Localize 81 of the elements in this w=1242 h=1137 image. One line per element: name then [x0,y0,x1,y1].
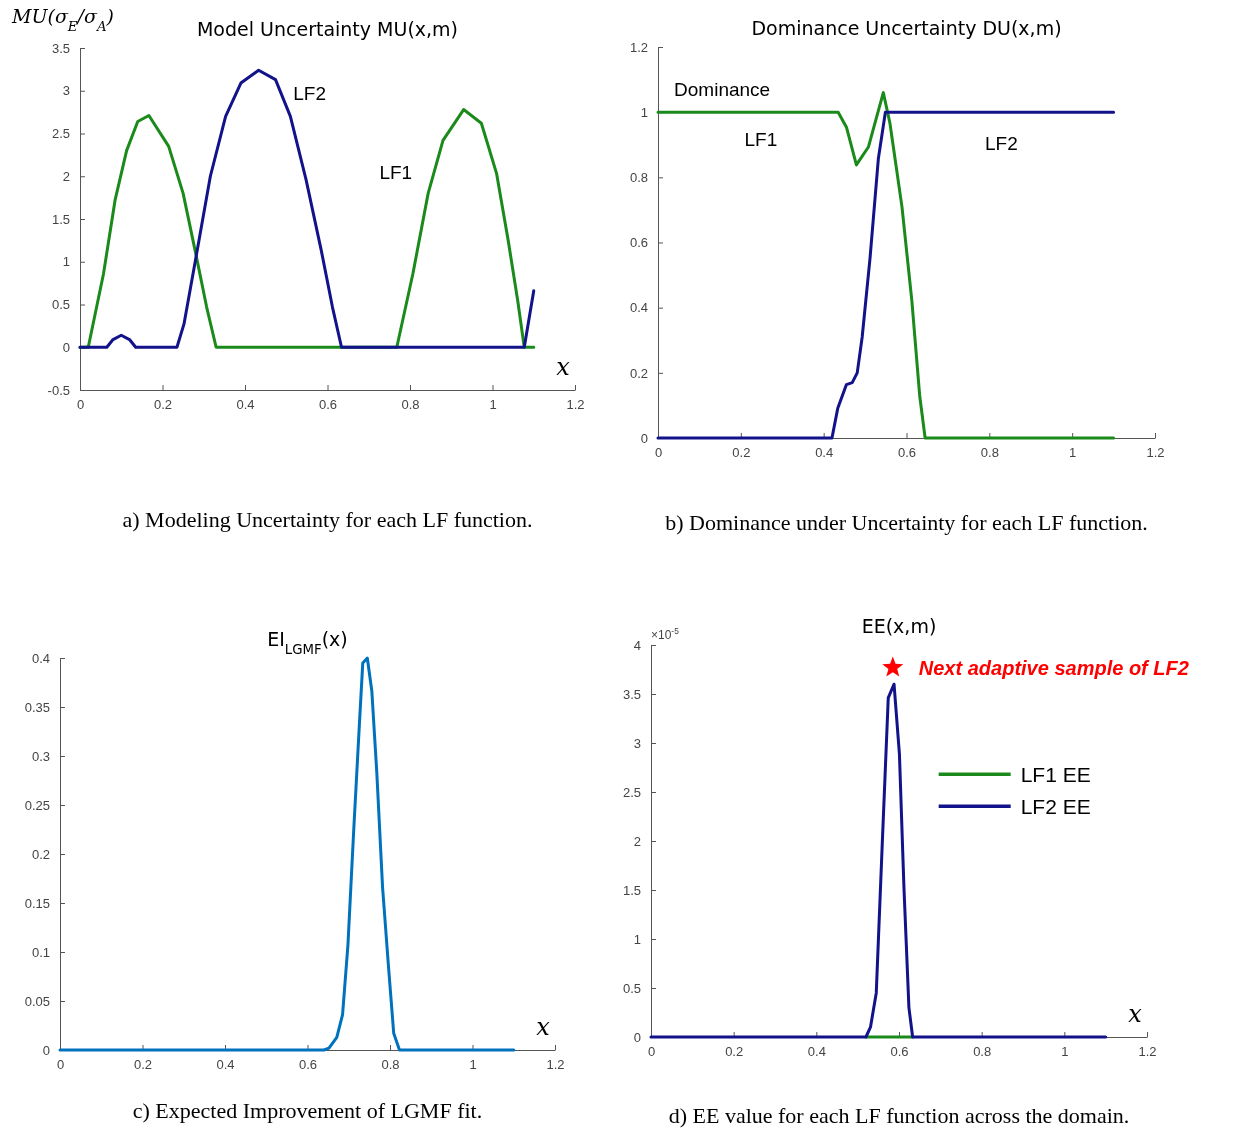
y-tick-label: 0.2 [629,365,648,381]
x-tick-label: 0.2 [153,397,173,413]
x-tick-label: 1 [1069,445,1077,461]
x-tick-label: 0.6 [298,1057,318,1073]
legend-label: LF1 EE [1020,763,1091,787]
x-tick-label: 0.2 [725,1044,744,1060]
x-axis-title: x [536,1013,551,1041]
x-tick-label: 0.8 [980,445,999,461]
y-tick-label: 1 [62,254,70,270]
chart-title: Model Uncertainty MU(x,m) [196,18,459,40]
x-tick-label: 1.2 [566,397,585,413]
x-tick-label: 0.4 [815,445,834,461]
y-tick-label: 1.5 [622,882,641,898]
y-tick-label: 0.4 [629,300,648,316]
line-series [649,682,1108,1039]
x-tick-label: 0 [76,397,85,413]
x-tick-label: 0.6 [897,445,917,461]
x-axis-title: x [556,353,571,381]
series-label: LF2 [293,83,327,105]
y-tick-label: 1 [640,104,648,120]
y-tick-label: 4 [633,637,641,653]
x-tick-label: 0.2 [732,445,751,461]
y-tick-label: 0.1 [31,944,50,960]
annotation: Dominance [674,79,771,101]
y-tick-label: 0.5 [51,297,70,313]
x-tick-label: 1.2 [546,1057,565,1073]
y-tick-label: 0.8 [629,169,648,185]
x-tick-label: 0.2 [133,1057,153,1073]
x-tick-label: 0.4 [807,1044,826,1060]
y-tick-label: 2 [633,833,641,849]
x-tick-label: 0 [654,445,663,461]
y-tick-label: 2.5 [622,784,641,800]
y-tick-label: 0 [640,430,648,446]
y-tick-label: 0.6 [629,235,648,251]
y-tick-label: -0.5 [47,382,70,398]
series-label: LF1 [379,161,413,183]
y-tick-label: 2 [62,168,70,184]
chart-title: Dominance Uncertainty DU(x,m) [751,17,1062,39]
x-tick-label: 0.4 [216,1057,235,1073]
x-tick-label: 0.6 [318,397,338,413]
y-tick-label: 0.25 [24,797,50,813]
y-tick-label: 0.4 [31,650,50,666]
y-axis-title: MU(σ$_{E}$/σ$_{A}$) [11,5,114,34]
x-tick-label: 0.8 [381,1057,400,1073]
x-axis-title: x [1128,1000,1143,1028]
series-label: LF1 [744,129,778,151]
x-tick-label: 1 [1061,1044,1069,1060]
y-tick-label: 0.05 [24,993,50,1009]
text: ×10$^{-5}$ [651,626,680,642]
x-tick-label: 1.2 [1138,1044,1157,1060]
y-tick-label: 0.5 [622,980,641,996]
x-tick-label: 1 [489,397,497,413]
y-tick-label: 1.2 [629,39,648,55]
chart-title: EI$_{LGMF}$(x) [267,628,348,657]
chart-title: EE(x,m) [861,615,937,637]
y-tick-label: 0.3 [31,748,50,764]
series-label: LF2 [985,133,1018,155]
y-tick-label: 1.5 [51,211,70,227]
legend-label: LF2 EE [1020,795,1091,819]
text: b) Dominance under Uncertainty for each LF function. [665,510,1148,535]
x-tick-label: 0.4 [236,397,255,413]
x-tick-label: 1.2 [1146,445,1165,461]
text: d) EE value for each LF function across the domain. [668,1103,1130,1128]
y-tick-label: 0 [633,1029,641,1045]
y-tick-label: 3 [633,735,641,751]
text: c) Expected Improvement of LGMF fit. [132,1098,483,1123]
x-tick-label: 0.8 [973,1044,992,1060]
y-tick-label: 3.5 [622,686,641,702]
y-tick-label: 3.5 [51,40,70,56]
y-tick-label: 3 [62,83,70,99]
x-tick-label: 1 [469,1057,477,1073]
x-tick-label: 0.6 [890,1044,909,1060]
y-tick-label: 0.2 [31,846,50,862]
y-tick-label: 1 [633,931,641,947]
y-tick-label: 2.5 [51,126,70,142]
text: a) Modeling Uncertainty for each LF function. [122,507,533,532]
x-tick-label: 0.8 [401,397,420,413]
y-tick-label: 0.35 [24,699,50,715]
y-tick-label: 0 [62,339,70,355]
y-tick-label: 0.15 [24,895,50,911]
annotation: Next adaptive sample of LF2 [918,656,1189,679]
